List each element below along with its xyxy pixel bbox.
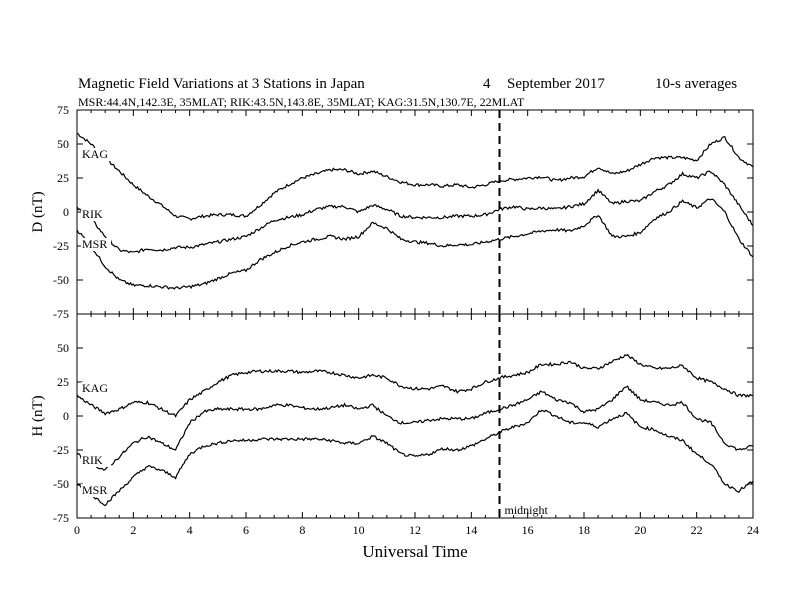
y-tick-label-top: 75	[57, 103, 69, 117]
series-label-bg	[81, 382, 111, 395]
series-label-bg	[81, 208, 111, 221]
series-line-kag-bottom	[76, 353, 754, 418]
y-tick-label-top: 0	[63, 205, 69, 219]
panel-top: -75 -50 -25 0 25 50 75 D (nT) KAG RIK MSR	[30, 103, 754, 321]
y-tick-label-bottom: 0	[63, 409, 69, 423]
y-axis-label-bottom: H (nT)	[30, 395, 46, 436]
x-tick-label: 8	[299, 523, 305, 537]
y-tick-label-bottom: -75	[53, 511, 69, 525]
station-coordinates: MSR:44.4N,142.3E, 35MLAT; RIK:43.5N,143.…	[78, 95, 525, 109]
x-tick-label: 12	[409, 523, 421, 537]
series-line-rik-top	[76, 170, 754, 254]
series-line-msr-bottom	[77, 409, 754, 507]
series-label-kag-top: KAG	[82, 147, 108, 161]
series-label-bg	[81, 484, 111, 497]
series-label-msr-top: MSR	[82, 237, 107, 251]
x-tick-label: 24	[747, 523, 759, 537]
series-line-rik-bottom	[76, 385, 753, 471]
y-tick-label-top: 25	[57, 171, 69, 185]
series-label-rik-bottom: RIK	[82, 453, 103, 467]
series-line-kag-top	[76, 132, 754, 221]
y-axis-label-top: D (nT)	[30, 191, 46, 232]
series-line-msr-top	[76, 198, 754, 290]
x-tick-label: 22	[691, 523, 703, 537]
series-label-kag-bottom: KAG	[82, 381, 108, 395]
chart-title: Magnetic Field Variations at 3 Stations …	[78, 76, 365, 92]
x-tick-label: 0	[74, 523, 80, 537]
y-tick-label-top: -75	[53, 307, 69, 321]
x-tick-label: 2	[130, 523, 136, 537]
y-tick-label-bottom: 25	[57, 375, 69, 389]
x-tick-label: 20	[634, 523, 646, 537]
midnight-label: midnight	[505, 503, 549, 517]
chart-month-year: September 2017	[507, 76, 605, 92]
y-tick-label-top: -25	[53, 239, 69, 253]
series-label-bg	[81, 148, 111, 161]
series-label-bg	[81, 238, 111, 251]
y-tick-label-bottom: -50	[53, 477, 69, 491]
x-tick-label: 16	[522, 523, 534, 537]
y-tick-label-top: 50	[57, 137, 69, 151]
series-label-msr-bottom: MSR	[82, 483, 107, 497]
x-tick-label: 10	[353, 523, 365, 537]
chart-day: 4	[483, 76, 491, 92]
series-label-rik-top: RIK	[82, 207, 103, 221]
x-tick-label: 14	[465, 523, 477, 537]
series-label-bg	[81, 454, 111, 467]
x-tick-label: 18	[578, 523, 590, 537]
chart-averaging: 10-s averages	[655, 76, 737, 92]
panel-frame-top	[76, 109, 754, 315]
panel-frame-bottom	[76, 313, 754, 519]
y-tick-label-bottom: -25	[53, 443, 69, 457]
x-tick-label: 4	[187, 523, 193, 537]
x-tick-label: 6	[243, 523, 249, 537]
y-tick-label-bottom: 50	[57, 341, 69, 355]
x-axis-label: Universal Time	[362, 542, 467, 561]
y-tick-label-top: -50	[53, 273, 69, 287]
